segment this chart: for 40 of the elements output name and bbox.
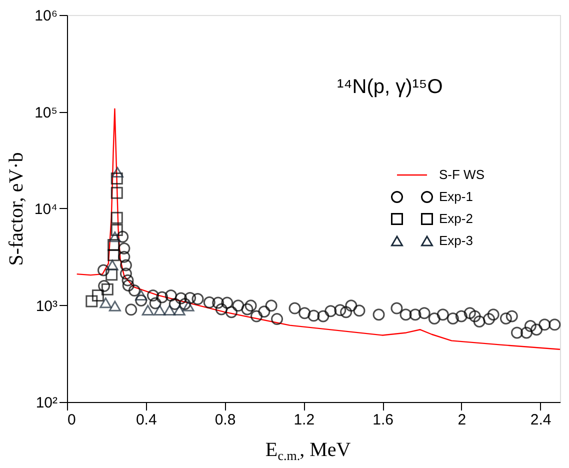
y-tick-label: 10³ [36, 298, 58, 315]
legend-label: S-F WS [439, 167, 485, 182]
legend-label: Exp-3 [439, 233, 473, 248]
point [100, 298, 112, 308]
point [110, 212, 123, 224]
x-tick-label: 0.8 [214, 412, 236, 428]
annotation: ¹⁴N(p, γ)¹⁵O [337, 76, 443, 98]
x-tick-label: 2 [458, 412, 466, 428]
y-tick-label: 10⁴ [34, 201, 58, 218]
point [110, 186, 123, 199]
point [92, 290, 104, 302]
legend-label: Exp-2 [439, 211, 473, 226]
point [108, 300, 121, 312]
x-tick-label: 0.4 [136, 412, 157, 428]
point [106, 260, 118, 270]
point [164, 304, 176, 316]
point [101, 283, 114, 296]
point [106, 268, 118, 281]
point [108, 249, 120, 262]
point [108, 238, 120, 251]
point [110, 172, 123, 185]
y-tick-label: 10⁵ [34, 104, 58, 122]
point [142, 304, 154, 316]
y-tick-label: 10⁶ [34, 8, 58, 24]
line-series [76, 108, 561, 350]
point [135, 290, 148, 300]
x-tick-label: 0 [68, 412, 76, 428]
legend-label: Exp-1 [439, 189, 473, 204]
y-axis-title: S-factor, eV·b [5, 152, 28, 266]
point [154, 304, 166, 316]
point [111, 166, 124, 178]
point [173, 304, 186, 316]
x-tick-label: 2.4 [530, 412, 552, 428]
y-tick-label: 10² [36, 394, 58, 412]
point [86, 295, 98, 308]
x-tick-label: 1.2 [294, 412, 315, 428]
point [110, 224, 123, 236]
x-tick-label: 1.6 [372, 412, 394, 428]
point [108, 232, 121, 242]
point [182, 300, 194, 312]
